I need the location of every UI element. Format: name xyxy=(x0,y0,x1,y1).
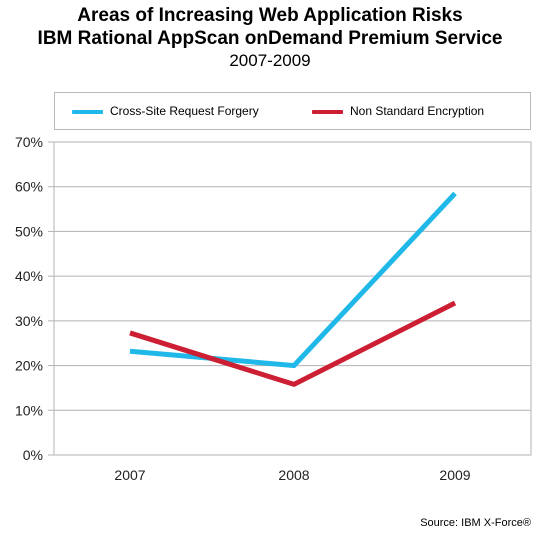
x-tick-label: 2007 xyxy=(114,467,145,483)
y-tick-label: 50% xyxy=(15,223,43,239)
legend-label-csrf: Cross-Site Request Forgery xyxy=(110,104,259,118)
y-tick-label: 0% xyxy=(23,447,43,463)
legend-swatch-csrf xyxy=(72,110,103,114)
legend-swatch-encryption xyxy=(312,110,343,114)
x-tick-label: 2009 xyxy=(439,467,470,483)
y-tick-label: 40% xyxy=(15,268,43,284)
y-tick-label: 70% xyxy=(15,134,43,150)
series-line-0 xyxy=(129,191,457,369)
y-tick-label: 10% xyxy=(15,402,43,418)
chart-title: Areas of Increasing Web Application Risk… xyxy=(77,5,463,26)
source-note: Source: IBM X-Force® xyxy=(420,517,531,529)
chart-subtitle: IBM Rational AppScan onDemand Premium Se… xyxy=(37,28,503,49)
y-tick-label: 20% xyxy=(15,358,43,374)
x-tick-label: 2008 xyxy=(278,467,309,483)
legend-label-encryption: Non Standard Encryption xyxy=(350,104,485,118)
y-tick-label: 60% xyxy=(15,179,43,195)
plot-frame xyxy=(53,141,532,456)
y-tick-label: 30% xyxy=(15,313,43,329)
legend: Cross-Site Request Forgery Non Standard … xyxy=(54,92,531,130)
chart-date-range: 2007-2009 xyxy=(229,51,311,70)
series-line-1 xyxy=(129,300,457,388)
